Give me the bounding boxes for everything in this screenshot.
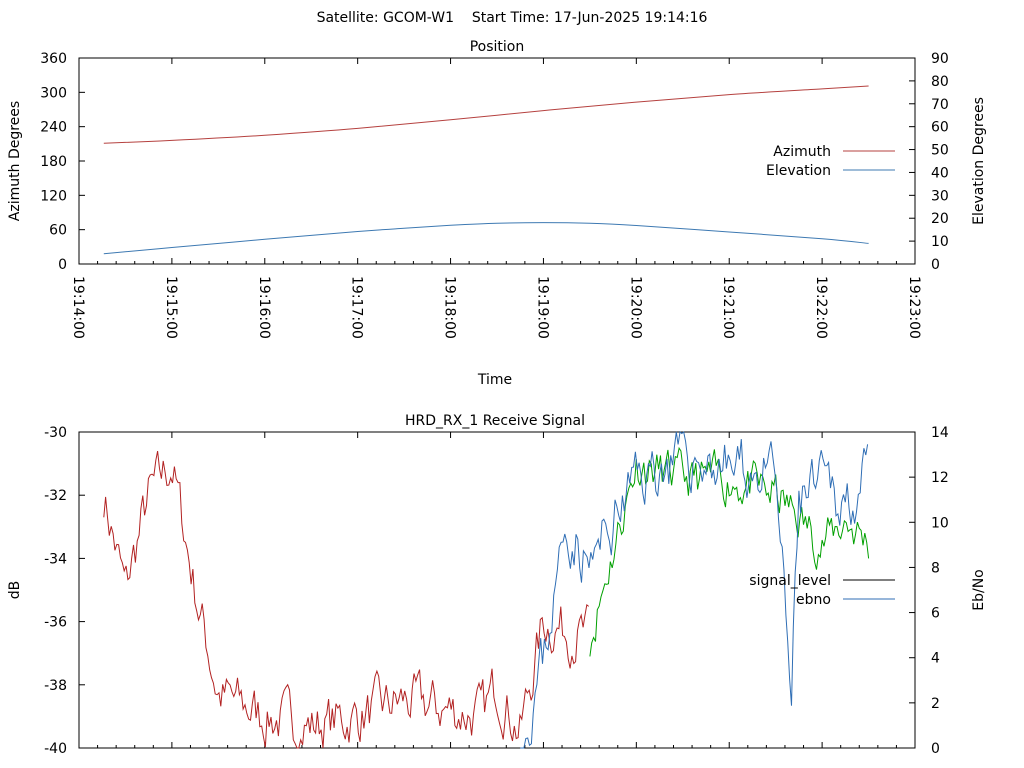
azimuth-axis-tick-label: 300 [40, 85, 67, 101]
position-y-axis-label: Azimuth Degrees [7, 101, 23, 221]
ebno-axis-tick-label: 12 [931, 470, 949, 486]
signal-y2-axis-label: Eb/No [971, 569, 987, 611]
position-chart: Position 0 60 120 180 240 300 360 0 10 20 30 40 50 6… [7, 39, 987, 388]
azimuth-axis-tick-label: 120 [40, 188, 67, 204]
time-tick-label: 19:19:00 [534, 276, 550, 339]
azimuth-axis-tick-label: 60 [49, 223, 67, 239]
azimuth-series-line [103, 85, 869, 144]
db-axis-tick-label: -36 [44, 615, 67, 631]
position-time-axis: 19:14:00 19:15:00 19:16:00 19:17:00 19:18:00… [70, 58, 922, 339]
signal-chart-title: HRD_RX_1 Receive Signal [405, 413, 585, 429]
time-tick-label: 19:21:00 [720, 276, 736, 339]
position-right-axis: 0 10 20 30 40 50 60 70 80 90 [909, 51, 949, 273]
elevation-series-line [103, 222, 869, 255]
signal-chart: HRD_RX_1 Receive Signal -30-32-34-36-38-… [7, 413, 987, 757]
time-tick-label: 19:16:00 [256, 276, 272, 339]
azimuth-axis-tick-label: 360 [40, 51, 67, 67]
position-chart-title: Position [470, 39, 525, 55]
legend-label-signal-level: signal_level [749, 573, 831, 589]
ebno-axis-tick-label: 4 [931, 651, 940, 667]
signal-left-axis: -30 -32 -34 -36 -38 -40 [44, 425, 85, 757]
ebno-axis-tick-label: 10 [931, 515, 949, 531]
elevation-axis-tick-label: 70 [931, 97, 949, 113]
signal-legend: signal_level ebno [749, 573, 895, 608]
legend-label-azimuth: Azimuth [773, 144, 831, 160]
position-legend: Azimuth Elevation [766, 144, 895, 179]
ebno-series-line [520, 431, 869, 749]
elevation-axis-tick-label: 60 [931, 120, 949, 136]
time-tick-label: 19:15:00 [163, 276, 179, 339]
signal-right-axis: 0 2 4 6 8 10 12 14 [909, 425, 949, 757]
page-title: Satellite: GCOM-W1 Start Time: 17-Jun-20… [317, 10, 708, 26]
ebno-axis-tick-label: 8 [931, 560, 940, 576]
signal-level-locked-series-line [589, 446, 870, 657]
elevation-axis-tick-label: 10 [931, 234, 949, 250]
ebno-axis-tick-label: 2 [931, 696, 940, 712]
legend-label-elevation: Elevation [766, 163, 831, 179]
elevation-axis-tick-label: 20 [931, 211, 949, 227]
time-tick-label: 19:22:00 [813, 276, 829, 339]
azimuth-axis-tick-label: 240 [40, 120, 67, 136]
ebno-axis-tick-label: 14 [931, 425, 949, 441]
position-y2-axis-label: Elevation Degrees [971, 97, 987, 225]
elevation-axis-tick-label: 40 [931, 165, 949, 181]
signal-time-axis [78, 432, 916, 748]
signal-y-axis-label: dB [7, 581, 23, 600]
elevation-axis-tick-label: 80 [931, 74, 949, 90]
azimuth-axis-tick-label: 180 [40, 154, 67, 170]
time-tick-label: 19:17:00 [349, 276, 365, 339]
legend-label-ebno: ebno [796, 592, 831, 608]
position-plot-frame [78, 57, 916, 265]
position-left-axis: 0 60 120 180 240 300 360 [40, 51, 85, 273]
time-tick-label: 19:18:00 [442, 276, 458, 339]
elevation-axis-tick-label: 50 [931, 143, 949, 159]
elevation-axis-tick-label: 90 [931, 51, 949, 67]
time-tick-label: 19:23:00 [906, 276, 922, 339]
db-axis-tick-label: -38 [44, 678, 67, 694]
db-axis-tick-label: -34 [44, 551, 67, 567]
ebno-axis-tick-label: 0 [931, 741, 940, 757]
elevation-axis-tick-label: 30 [931, 188, 949, 204]
db-axis-tick-label: -32 [44, 488, 67, 504]
db-axis-tick-label: -40 [44, 741, 67, 757]
azimuth-axis-tick-label: 0 [58, 257, 67, 273]
time-tick-label: 19:14:00 [70, 276, 86, 339]
db-axis-tick-label: -30 [44, 425, 67, 441]
position-x-axis-label: Time [477, 372, 512, 388]
signal-level-series-line [103, 451, 590, 749]
ebno-axis-tick-label: 6 [931, 606, 940, 622]
signal-plot-frame [78, 431, 916, 749]
time-tick-label: 19:20:00 [627, 276, 643, 339]
elevation-axis-tick-label: 0 [931, 257, 940, 273]
